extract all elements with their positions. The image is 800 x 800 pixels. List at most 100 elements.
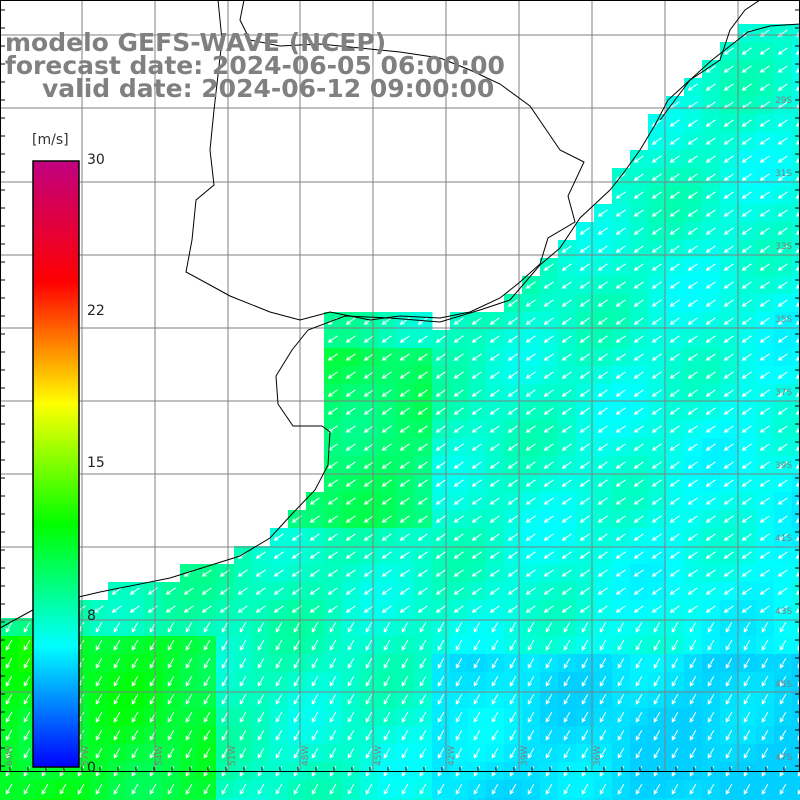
wind-arrow [653,729,661,741]
wind-arrow [203,747,211,759]
wind-arrow [471,497,482,505]
wind-arrow [437,747,445,759]
wind-arrow [455,711,463,723]
wind-arrow [525,605,536,613]
wind-arrow [687,191,698,199]
wind-arrow [363,371,374,379]
wind-arrow [617,747,625,759]
wind-arrow [293,639,301,651]
wind-arrow [597,353,608,361]
wind-arrow [95,621,103,633]
wind-arrow [777,281,788,289]
wind-arrow [561,389,572,397]
wind-arrow [507,551,518,559]
wind-arrow [399,479,410,487]
wind-arrow [345,407,356,415]
wind-arrow [669,443,680,451]
wind-arrow [597,407,608,415]
wind-arrow [131,783,139,795]
wind-arrow [381,461,392,469]
wind-arrow [327,587,338,595]
wind-arrow [419,729,427,741]
wind-arrow [293,657,301,669]
wind-arrow [95,783,103,795]
wind-arrow [705,209,716,217]
wind-arrow [651,605,662,613]
wind-cell [738,798,757,800]
wind-arrow [417,605,428,613]
wind-arrow [509,693,517,705]
wind-arrow [345,605,356,613]
wind-arrow [257,621,265,633]
wind-arrow [725,693,733,705]
wind-arrow [525,479,536,487]
wind-arrow [509,675,517,687]
wind-arrow [471,533,482,541]
wind-cell [594,798,613,800]
wind-arrow [113,675,121,687]
wind-arrow [401,693,409,705]
wind-arrow [543,353,554,361]
wind-arrow [615,317,626,325]
wind-arrow [597,425,608,433]
wind-arrow [633,479,644,487]
wind-arrow [453,389,464,397]
wind-cell [162,798,181,800]
wind-arrow [581,693,589,705]
wind-arrow [633,335,644,343]
wind-arrow [669,425,680,433]
wind-arrow [383,639,391,651]
wind-arrow [651,173,662,181]
wind-arrow [185,639,193,651]
wind-arrow [599,729,607,741]
wind-arrow [471,479,482,487]
latitude-label: 41S [775,534,792,544]
wind-arrow [651,245,662,253]
wind-cell [774,798,793,800]
wind-arrow [761,657,769,669]
wind-arrow [293,675,301,687]
wind-arrow [543,497,554,505]
wind-arrow [365,639,373,651]
wind-arrow [453,317,464,325]
wind-arrow [723,587,734,595]
wind-arrow [473,693,481,705]
wind-arrow [777,605,788,613]
wind-arrow [221,621,229,633]
wind-arrow [507,425,518,433]
wind-arrow [239,711,247,723]
wind-arrow [23,621,31,633]
wind-arrow [651,497,662,505]
wind-arrow [239,783,247,795]
wind-arrow [759,497,770,505]
wind-arrow [723,281,734,289]
latitude-labels: 29S 31S 33S 35S 37S 39S 41S 43S 45S 47S [775,96,792,763]
wind-arrow [5,639,13,651]
wind-arrow [779,693,787,705]
wind-arrow [707,657,715,669]
country-border [185,0,585,321]
wind-arrow [741,587,752,595]
wind-arrow [491,693,499,705]
wind-arrow [327,353,338,361]
wind-arrow [687,497,698,505]
wind-arrow [579,515,590,523]
wind-arrow [705,569,716,577]
wind-arrow [327,497,338,505]
wind-cell [54,798,73,800]
wind-arrow [653,747,661,759]
wind-arrow [455,675,463,687]
wind-arrow [689,747,697,759]
wind-arrow [401,783,409,795]
wind-cell [90,798,109,800]
wind-arrow [399,533,410,541]
wind-arrow [761,783,769,795]
wind-arrow [759,479,770,487]
wind-cell [72,798,91,800]
wind-arrow [669,461,680,469]
wind-arrow [687,569,698,577]
wind-arrow [777,497,788,505]
wind-cell [540,798,559,800]
wind-arrow [687,155,698,163]
